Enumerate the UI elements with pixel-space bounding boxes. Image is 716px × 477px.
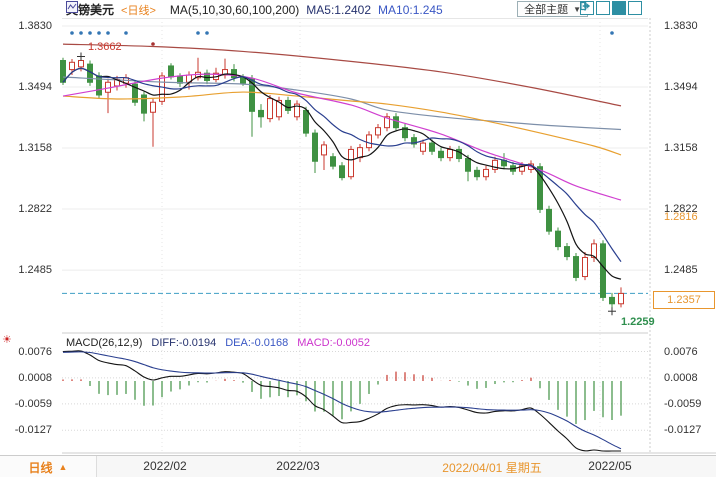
macd-tick-label: -0.0127 [664,424,702,437]
macd-dea-value: DEA:-0.0168 [225,337,289,349]
date-label: 2022/03 [276,459,320,473]
ma5-value-label: MA5:1.2402 [306,2,372,17]
price-tick-label: 1.2485 [664,264,698,277]
macd-title: MACD(26,12,9) [66,337,143,349]
macd-tick-label: 0.0008 [664,371,698,384]
macd-hist-value: MACD:-0.0052 [297,337,370,349]
chart-header: 英镑美元 <日线> MA(5,10,30,60,100,200) MA5:1.2… [0,0,716,18]
axis-scale-icon[interactable] [581,1,610,15]
last-price-badge: 1.2357 [653,291,715,310]
candlestick-chart-canvas [60,17,716,454]
triangle-up-icon: ▲ [58,462,68,472]
date-label: 2022/05 [588,459,632,473]
axis-scale-active-icon[interactable] [581,1,626,15]
macd-diff-value: DIFF:-0.0194 [151,337,217,349]
price-tick-label: 1.3158 [664,142,698,154]
macd-tick-label: 0.0008 [18,371,52,384]
price-tick-label: 1.3830 [664,20,698,32]
left-price-axis: 1.3830 1.3494 1.3158 1.2822 1.2485 0.0076 0.00… [0,0,56,455]
price-tick-label: 1.3158 [18,142,52,154]
theme-dropdown-label: 全部主题 [524,4,569,16]
ma-settings-label: MA(5,10,30,60,100,200) [169,2,300,17]
price-tick-label: 1.2485 [18,264,52,277]
macd-tick-label: -0.0059 [664,397,702,410]
right-price-axis: 1.3830 1.3494 1.3158 1.2822 1.2485 0.0076 0.00… [652,0,716,455]
tab-daily-period[interactable]: 日线 ▲ [0,456,97,477]
macd-tick-label: 0.0076 [664,345,698,358]
indicator-settings-icon[interactable]: ☀ [2,334,12,346]
theme-dropdown[interactable]: 全部主题 ▼ [517,1,588,17]
price-tick-label: 1.3830 [18,20,52,32]
price-tick-label: 1.3494 [664,81,698,93]
date-label: 2022/02 [143,459,187,473]
chart-toolbar [580,1,642,15]
macd-tick-label: 0.0076 [18,345,52,358]
macd-tick-label: -0.0059 [14,397,52,410]
exit-fullscreen-icon[interactable] [580,1,642,15]
price-tick-label: 1.3494 [18,81,52,93]
period-tag[interactable]: <日线> [121,4,156,17]
lowest-price-label: 1.2259 [621,316,655,329]
macd-tick-label: -0.0127 [14,424,52,437]
macd-header: MACD(26,12,9) DIFF:-0.0194 DEA:-0.0168 M… [66,337,370,349]
highest-price-label: 1.3662 [88,40,122,53]
date-label: 2022/04/01 星期五 [442,461,542,475]
bottom-bar: 日线 ▲ 2022/02 2022/03 2022/04/01 星期五 2022/05 [0,455,716,477]
price-tick-label: 1.2822 [18,203,52,215]
ma10-value-label: MA10:1.245 [378,2,443,17]
reference-price-label: 1.2816 [664,211,698,224]
chart-plot-area[interactable] [0,0,716,455]
price-tick-label: 1.2822 [664,203,698,215]
period-tab-label: 日线 [28,460,53,475]
symbol-name: 英镑美元 [66,3,115,17]
chevron-down-icon: ▼ [573,4,581,14]
